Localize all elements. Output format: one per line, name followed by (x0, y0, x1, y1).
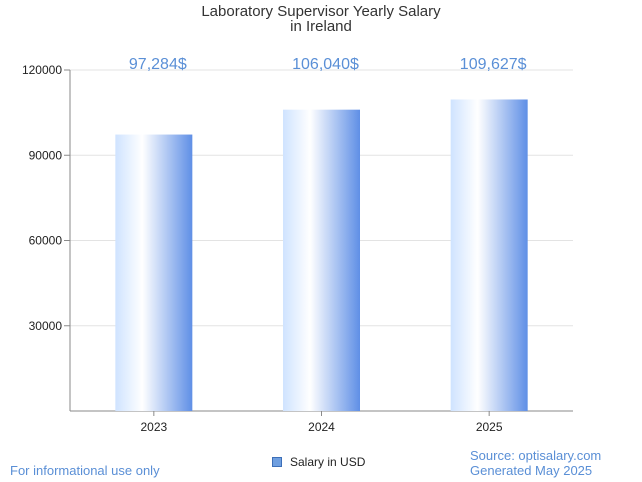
y-tick-label: 30000 (29, 319, 63, 333)
chart-title: Laboratory Supervisor Yearly Salary in I… (0, 4, 642, 34)
bar (115, 134, 193, 411)
x-tick-label: 2023 (140, 420, 167, 434)
source-text: Source: optisalary.com (470, 448, 602, 463)
x-tick-label: 2025 (476, 420, 503, 434)
legend-label: Salary in USD (290, 455, 366, 469)
y-tick-label: 60000 (29, 234, 63, 248)
y-tick-label: 120000 (22, 63, 62, 77)
data-label: 109,627$ (460, 56, 527, 73)
data-label: 106,040$ (292, 56, 359, 73)
y-tick-label: 90000 (29, 148, 63, 162)
legend-swatch (272, 457, 282, 467)
chart-title-line-2: in Ireland (290, 18, 352, 35)
generated-text: Generated May 2025 (470, 463, 593, 478)
chart-title-line-1: Laboratory Supervisor Yearly Salary (201, 3, 441, 20)
bar (283, 109, 360, 411)
data-label: 97,284$ (129, 56, 187, 73)
x-tick-label: 2024 (308, 420, 335, 434)
source-note: Source: optisalary.com Generated May 202… (470, 448, 601, 478)
legend[interactable]: Salary in USD (272, 455, 365, 469)
bar (450, 99, 528, 411)
informational-note: For informational use only (10, 463, 160, 478)
